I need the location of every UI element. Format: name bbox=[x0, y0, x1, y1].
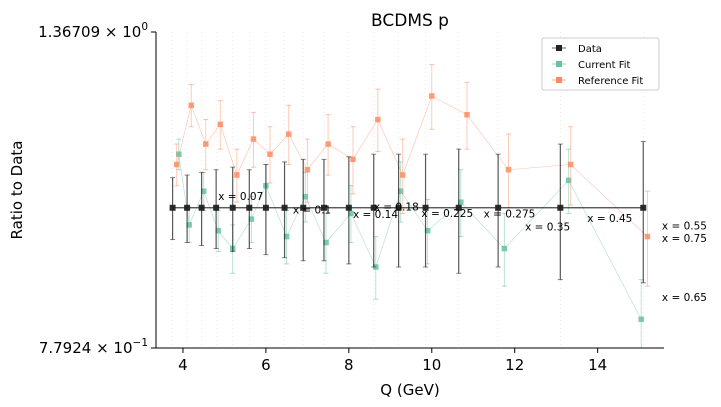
x-tick-label: 4 bbox=[178, 356, 188, 374]
data-point bbox=[176, 151, 182, 157]
legend-items: Data Current Fit Reference Fit bbox=[552, 44, 643, 87]
series-data bbox=[169, 141, 647, 284]
data-point bbox=[505, 166, 512, 173]
data-point bbox=[395, 204, 402, 211]
data-point bbox=[638, 316, 644, 323]
data-point bbox=[184, 204, 191, 211]
point-annotation: x = 0.1 bbox=[293, 204, 331, 216]
data-point bbox=[375, 116, 381, 123]
x-axis-label: Q (GeV) bbox=[380, 381, 439, 399]
data-point bbox=[203, 141, 209, 147]
legend-item: Reference Fit bbox=[552, 76, 643, 87]
point-annotation: x = 0.35 bbox=[525, 222, 570, 234]
point-annotation: x = 0.275 bbox=[484, 208, 536, 220]
data-point bbox=[464, 111, 470, 118]
point-annotation: x = 0.55 bbox=[662, 221, 707, 233]
data-point bbox=[422, 204, 429, 211]
point-annotation: x = 0.07 bbox=[218, 191, 263, 203]
data-point bbox=[455, 204, 462, 211]
data-point bbox=[285, 131, 292, 137]
data-point bbox=[424, 227, 431, 234]
data-point bbox=[200, 188, 207, 194]
series-line bbox=[176, 95, 648, 237]
legend-item: Current Fit bbox=[552, 60, 631, 71]
legend-marker bbox=[556, 61, 562, 67]
data-point bbox=[325, 141, 331, 147]
data-point bbox=[644, 233, 651, 240]
data-point bbox=[397, 188, 404, 194]
data-point bbox=[458, 199, 464, 205]
series-current-fit bbox=[176, 138, 644, 349]
data-point bbox=[262, 204, 269, 211]
data-point bbox=[250, 136, 257, 142]
legend: Data Current Fit Reference Fit bbox=[541, 37, 660, 91]
data-point bbox=[173, 161, 180, 168]
series-line bbox=[178, 154, 642, 320]
data-point bbox=[640, 204, 647, 211]
data-point bbox=[323, 239, 329, 246]
data-point bbox=[186, 222, 192, 228]
x-tick-label: 10 bbox=[422, 356, 441, 374]
data-point bbox=[169, 204, 176, 211]
data-point bbox=[370, 204, 377, 211]
legend-label: Reference Fit bbox=[578, 76, 643, 87]
data-point bbox=[217, 121, 224, 128]
data-point bbox=[304, 166, 311, 173]
x-tick-label: 6 bbox=[261, 356, 271, 374]
point-annotation: x = 0.45 bbox=[587, 213, 632, 225]
legend-label: Current Fit bbox=[578, 60, 631, 71]
data-point bbox=[495, 204, 502, 211]
data-point bbox=[320, 204, 327, 211]
data-point bbox=[565, 177, 572, 184]
legend-marker bbox=[556, 45, 562, 51]
series-reference-fit bbox=[173, 64, 651, 287]
x-tick-label: 14 bbox=[588, 356, 607, 374]
data-point bbox=[557, 204, 564, 211]
data-point bbox=[234, 172, 240, 178]
data-point bbox=[429, 93, 435, 99]
plot-area: x = 0.07 x = 0.1 x = 0.14x = 0.18x = 0.225… bbox=[169, 32, 707, 349]
x-tick-label: 8 bbox=[344, 356, 354, 374]
data-point bbox=[198, 204, 205, 211]
y-ticks: 1.36709 × 100 7.7924 × 10−1 bbox=[38, 21, 156, 357]
data-point bbox=[567, 161, 574, 168]
legend-label: Data bbox=[578, 44, 602, 55]
y-tick-label: 7.7924 × 10−1 bbox=[39, 337, 148, 357]
legend-marker bbox=[556, 77, 562, 83]
data-point bbox=[246, 204, 253, 211]
data-point bbox=[348, 210, 354, 217]
data-point bbox=[215, 227, 221, 234]
point-annotation: x = 0.75 bbox=[662, 233, 707, 245]
point-annotation: x = 0.225 bbox=[421, 208, 473, 220]
x-tick-label: 12 bbox=[505, 356, 524, 374]
data-point bbox=[283, 233, 290, 240]
data-point bbox=[229, 204, 236, 211]
x-ticks: 4 6 8 10 12 14 bbox=[178, 348, 607, 374]
data-point bbox=[188, 102, 194, 109]
data-point bbox=[267, 151, 273, 157]
legend-item: Data bbox=[552, 44, 602, 55]
data-point bbox=[281, 204, 288, 211]
y-axis-label: Ratio to Data bbox=[8, 141, 26, 240]
data-point bbox=[248, 216, 255, 222]
point-annotation: x = 0.18 bbox=[374, 202, 419, 214]
data-point bbox=[399, 172, 406, 178]
data-point bbox=[213, 204, 220, 211]
legend-box bbox=[541, 37, 660, 91]
point-annotation: x = 0.14 bbox=[353, 209, 398, 221]
data-point bbox=[302, 193, 309, 200]
data-point bbox=[300, 204, 307, 211]
y-tick-label: 1.36709 × 100 bbox=[38, 21, 148, 41]
chart-title: BCDMS p bbox=[371, 11, 449, 31]
data-point bbox=[345, 204, 352, 211]
data-point bbox=[350, 156, 356, 163]
data-point bbox=[501, 245, 508, 252]
point-annotation: x = 0.65 bbox=[662, 292, 707, 304]
